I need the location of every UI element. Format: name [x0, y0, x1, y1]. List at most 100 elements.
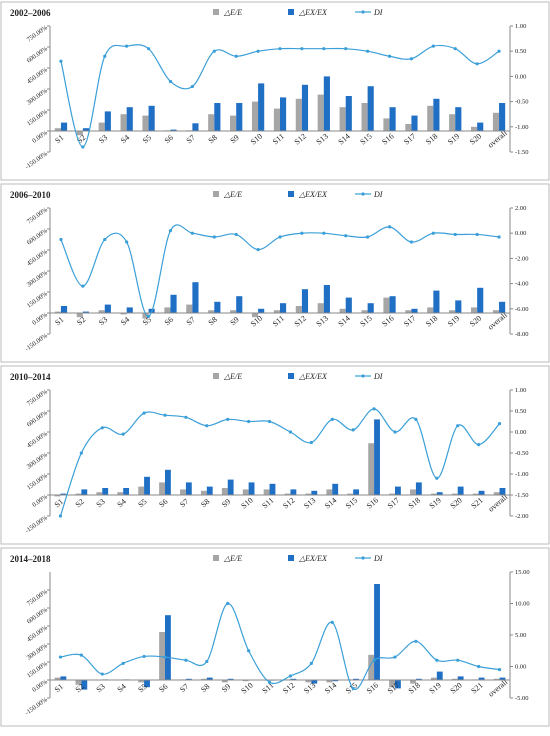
bar [82, 128, 89, 131]
di-point [300, 47, 304, 51]
x-tick-label: S11 [271, 314, 286, 329]
bar [200, 678, 207, 680]
di-point [475, 232, 479, 237]
bar [76, 131, 83, 136]
di-point [456, 658, 460, 662]
bar [148, 105, 155, 131]
di-point [184, 415, 188, 419]
y-tick-label: 450.00% [26, 248, 50, 267]
x-tick-label: S10 [249, 314, 264, 329]
bar [60, 493, 67, 495]
bar [192, 282, 199, 313]
x-tick-label: S20 [448, 681, 463, 696]
x-tick-label: S16 [365, 496, 380, 511]
legend-label: DI [373, 8, 383, 17]
di-point [278, 47, 282, 51]
x-tick-label: S14 [336, 132, 351, 147]
y2-tick-label: -1.50 [515, 492, 529, 499]
bar [126, 307, 133, 313]
legend-swatch [213, 555, 219, 561]
legend-dot [361, 374, 365, 378]
x-tick-label: S16 [380, 314, 395, 329]
di-point [121, 432, 125, 436]
di-point [435, 476, 439, 480]
di-point [59, 59, 63, 63]
bar [170, 294, 177, 313]
bar [492, 112, 500, 131]
x-tick-label: S9 [220, 497, 232, 509]
y-tick-label: 600.00% [26, 606, 50, 625]
legend-swatch [288, 9, 294, 15]
y-tick-label: -150.00% [24, 332, 49, 353]
di-point [79, 451, 83, 455]
di-point [497, 49, 501, 53]
di-point [146, 47, 151, 51]
y2-tick-label: -6.00 [515, 306, 529, 313]
y2-tick-label: -2.00 [515, 513, 529, 520]
x-tick-label: S18 [424, 314, 439, 329]
bar [457, 676, 464, 680]
bar [54, 677, 61, 680]
x-tick-label: S6 [157, 497, 169, 509]
x-tick-label: S20 [468, 132, 483, 147]
di-point [278, 235, 282, 239]
x-tick-label: S8 [199, 682, 211, 694]
di-point [267, 680, 272, 684]
bar [75, 493, 82, 495]
x-tick-label: S1 [53, 133, 65, 145]
legend-label: △E/E [223, 8, 242, 17]
bar [410, 680, 416, 684]
x-tick-label: S3 [95, 682, 107, 694]
bar [430, 493, 437, 495]
y2-tick-label: -1.50 [515, 149, 529, 156]
bar [81, 680, 88, 690]
legend-swatch [213, 373, 219, 379]
x-tick-label: S7 [178, 497, 190, 509]
bar [60, 122, 68, 131]
y2-tick-label: 1.00 [515, 23, 526, 30]
bar [263, 489, 270, 495]
di-point [330, 417, 334, 421]
bar [138, 680, 145, 683]
di-point [168, 79, 173, 84]
bar [230, 310, 237, 313]
bar [451, 678, 458, 680]
bar [227, 678, 234, 680]
bar [326, 680, 333, 683]
y-tick-label: 300.00% [26, 87, 50, 106]
y2-tick-label: -0.50 [515, 99, 529, 106]
bar [311, 490, 318, 495]
bar [123, 488, 130, 495]
x-tick-label: S20 [468, 314, 483, 329]
bar [120, 313, 127, 315]
bar [471, 307, 478, 313]
bar [449, 114, 456, 131]
di-point [184, 658, 188, 662]
y2-tick-label: -4.00 [515, 281, 529, 288]
bar [383, 297, 390, 313]
y-tick-label: 300.00% [26, 451, 50, 470]
bar [427, 307, 434, 313]
y-tick-label: 750.00% [26, 388, 50, 407]
bar [144, 476, 150, 495]
bar [332, 483, 339, 495]
bar [493, 492, 500, 495]
bar [142, 313, 149, 319]
bar [347, 493, 354, 495]
bar [258, 83, 265, 131]
panel: 2002–2006 -150.00% 0.00% 150.00% 300.00% 450.… [0, 1, 550, 181]
legend-label: △E/E [223, 554, 242, 563]
bar [221, 488, 228, 495]
legend-label: △EX/EX [298, 554, 328, 563]
x-tick-label: S19 [428, 496, 443, 511]
x-tick-label: S8 [207, 315, 219, 327]
di-point [322, 231, 326, 235]
y2-tick-label: -1.00 [515, 124, 529, 131]
bar [433, 98, 440, 131]
x-tick-label: S6 [163, 315, 175, 327]
y2-tick-label: 0.00 [515, 230, 526, 237]
di-point [387, 225, 392, 229]
bar [104, 111, 111, 131]
di-point [453, 232, 457, 237]
di-point [125, 240, 129, 244]
